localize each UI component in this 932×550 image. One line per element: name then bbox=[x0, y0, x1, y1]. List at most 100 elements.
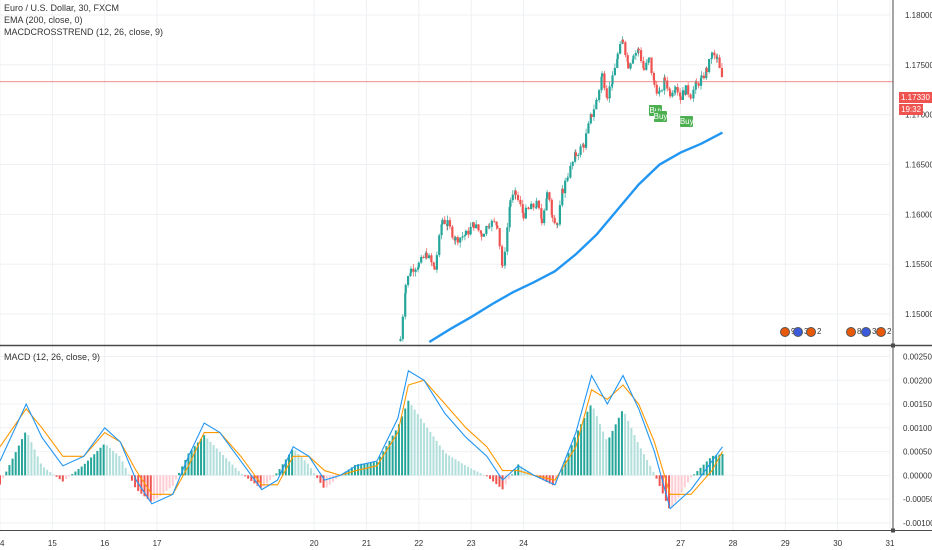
candle-body bbox=[487, 226, 490, 228]
x-tick-label: 16 bbox=[100, 539, 109, 548]
economic-event-marker[interactable]: 2 bbox=[806, 327, 821, 337]
macd-histogram-bar bbox=[2, 475, 5, 479]
buy-signal-label: Buy bbox=[653, 110, 668, 122]
candle-body bbox=[550, 199, 553, 215]
candle-body bbox=[416, 267, 420, 270]
macd-histogram-bar bbox=[658, 475, 661, 487]
candle-body bbox=[540, 218, 543, 224]
macd-histogram-bar bbox=[259, 475, 262, 489]
macd-histogram-bar bbox=[592, 408, 595, 476]
macd-histogram-bar bbox=[611, 430, 614, 476]
macd-histogram-bar bbox=[573, 437, 576, 476]
macd-histogram-bar bbox=[470, 468, 473, 476]
macd-histogram-bar bbox=[388, 440, 391, 476]
macd-histogram-bar bbox=[49, 472, 52, 476]
macd-histogram-bar bbox=[680, 475, 683, 493]
candle-body bbox=[626, 55, 629, 63]
flag-eu-icon bbox=[861, 327, 871, 337]
macd-histogram-bar bbox=[118, 456, 121, 476]
macd-histogram-bar bbox=[284, 459, 287, 476]
macd-y-tick-label: 0.00050 bbox=[903, 448, 932, 457]
macd-histogram-bar bbox=[200, 438, 203, 476]
symbol-title[interactable]: Euro / U.S. Dollar, 30, FXCM bbox=[4, 3, 120, 13]
macd-histogram-bar bbox=[598, 423, 601, 476]
macd-histogram-bar bbox=[489, 475, 492, 479]
candle-body bbox=[708, 59, 711, 73]
candle-body bbox=[475, 224, 478, 229]
candle-body bbox=[577, 154, 580, 157]
macd-y-tick-label: -0.00100 bbox=[903, 519, 932, 528]
macd-histogram-bar bbox=[80, 466, 83, 476]
macd-histogram-bar bbox=[124, 467, 127, 476]
candle-body bbox=[485, 226, 488, 234]
candle-body bbox=[668, 88, 671, 91]
candle-body bbox=[619, 44, 622, 54]
economic-event-marker[interactable]: 2 bbox=[876, 327, 891, 337]
macd-histogram-bar bbox=[319, 475, 322, 483]
macd-histogram-bar bbox=[718, 454, 721, 476]
macd-histogram-bar bbox=[68, 475, 71, 477]
macd-histogram-bar bbox=[64, 475, 67, 480]
macd-histogram-bar bbox=[240, 473, 243, 476]
macd-histogram-bar bbox=[479, 473, 482, 476]
candle-body bbox=[440, 224, 443, 236]
macd-histogram-bar bbox=[416, 414, 419, 476]
macd-histogram-bar bbox=[419, 418, 422, 476]
macd-y-tick-label: -0.00050 bbox=[903, 495, 932, 504]
ema-layer bbox=[428, 131, 724, 344]
macd-histogram-bar bbox=[457, 461, 460, 476]
macd-histogram-bar bbox=[206, 438, 209, 476]
candle-body bbox=[613, 67, 616, 76]
candle-body bbox=[501, 265, 504, 267]
candle-body bbox=[569, 165, 572, 178]
macd-histogram-bar bbox=[652, 471, 655, 476]
macd-histogram-bar bbox=[375, 461, 378, 476]
candle-body bbox=[522, 212, 525, 219]
macd-histogram-bar bbox=[492, 475, 495, 482]
macd-histogram-bar bbox=[33, 449, 36, 476]
macd-histogram-bar bbox=[14, 452, 17, 476]
x-tick-label: 23 bbox=[467, 539, 476, 548]
candle-body bbox=[566, 177, 569, 181]
macd-histogram-bar bbox=[397, 424, 400, 476]
macd-histogram-bar bbox=[162, 475, 165, 494]
flag-us-icon bbox=[806, 327, 816, 337]
x-tick-label: 27 bbox=[676, 539, 685, 548]
candle-body bbox=[700, 75, 703, 78]
candle-body bbox=[647, 58, 650, 63]
candle-body bbox=[404, 284, 407, 294]
ema-line bbox=[428, 131, 724, 344]
macd-histogram-bar bbox=[708, 458, 711, 476]
candle-body bbox=[555, 223, 559, 225]
macd-histogram-bar bbox=[71, 474, 74, 476]
candle-body bbox=[639, 50, 643, 62]
macd-histogram-bar bbox=[410, 405, 413, 476]
candle-body bbox=[399, 339, 402, 342]
candle-body bbox=[456, 237, 459, 243]
macd-y-tick-label: 0.00100 bbox=[903, 424, 932, 433]
economic-event-marker[interactable]: 8 bbox=[846, 327, 861, 337]
candle-body bbox=[534, 207, 537, 209]
macd-histogram-bar bbox=[209, 441, 212, 476]
candle-body bbox=[655, 84, 658, 94]
macd-histogram-bar bbox=[262, 475, 265, 487]
candle-body bbox=[610, 84, 614, 87]
candle-body bbox=[438, 235, 441, 256]
macd-histogram-bar bbox=[570, 445, 573, 476]
ema-legend[interactable]: EMA (200, close, 0) bbox=[4, 15, 83, 25]
price-y-tick-label: 1.16500 bbox=[905, 161, 932, 170]
macd-histogram-bar bbox=[149, 475, 152, 502]
candle-body bbox=[692, 89, 695, 99]
candle-body bbox=[441, 219, 444, 225]
macd-cross-legend[interactable]: MACDCROSSTREND (12, 26, close, 9) bbox=[4, 27, 164, 37]
flag-us-icon bbox=[876, 327, 886, 337]
axis-corner bbox=[891, 343, 895, 348]
candle-body bbox=[573, 152, 577, 162]
x-tick-label: 21 bbox=[362, 539, 371, 548]
macd-histogram-bar bbox=[413, 409, 416, 476]
macd-legend[interactable]: MACD (12, 26, close, 9) bbox=[4, 352, 101, 362]
candle-body bbox=[543, 210, 546, 224]
macd-histogram-bar bbox=[272, 475, 275, 477]
candle-body bbox=[718, 57, 721, 69]
macd-histogram-bar bbox=[595, 416, 598, 476]
